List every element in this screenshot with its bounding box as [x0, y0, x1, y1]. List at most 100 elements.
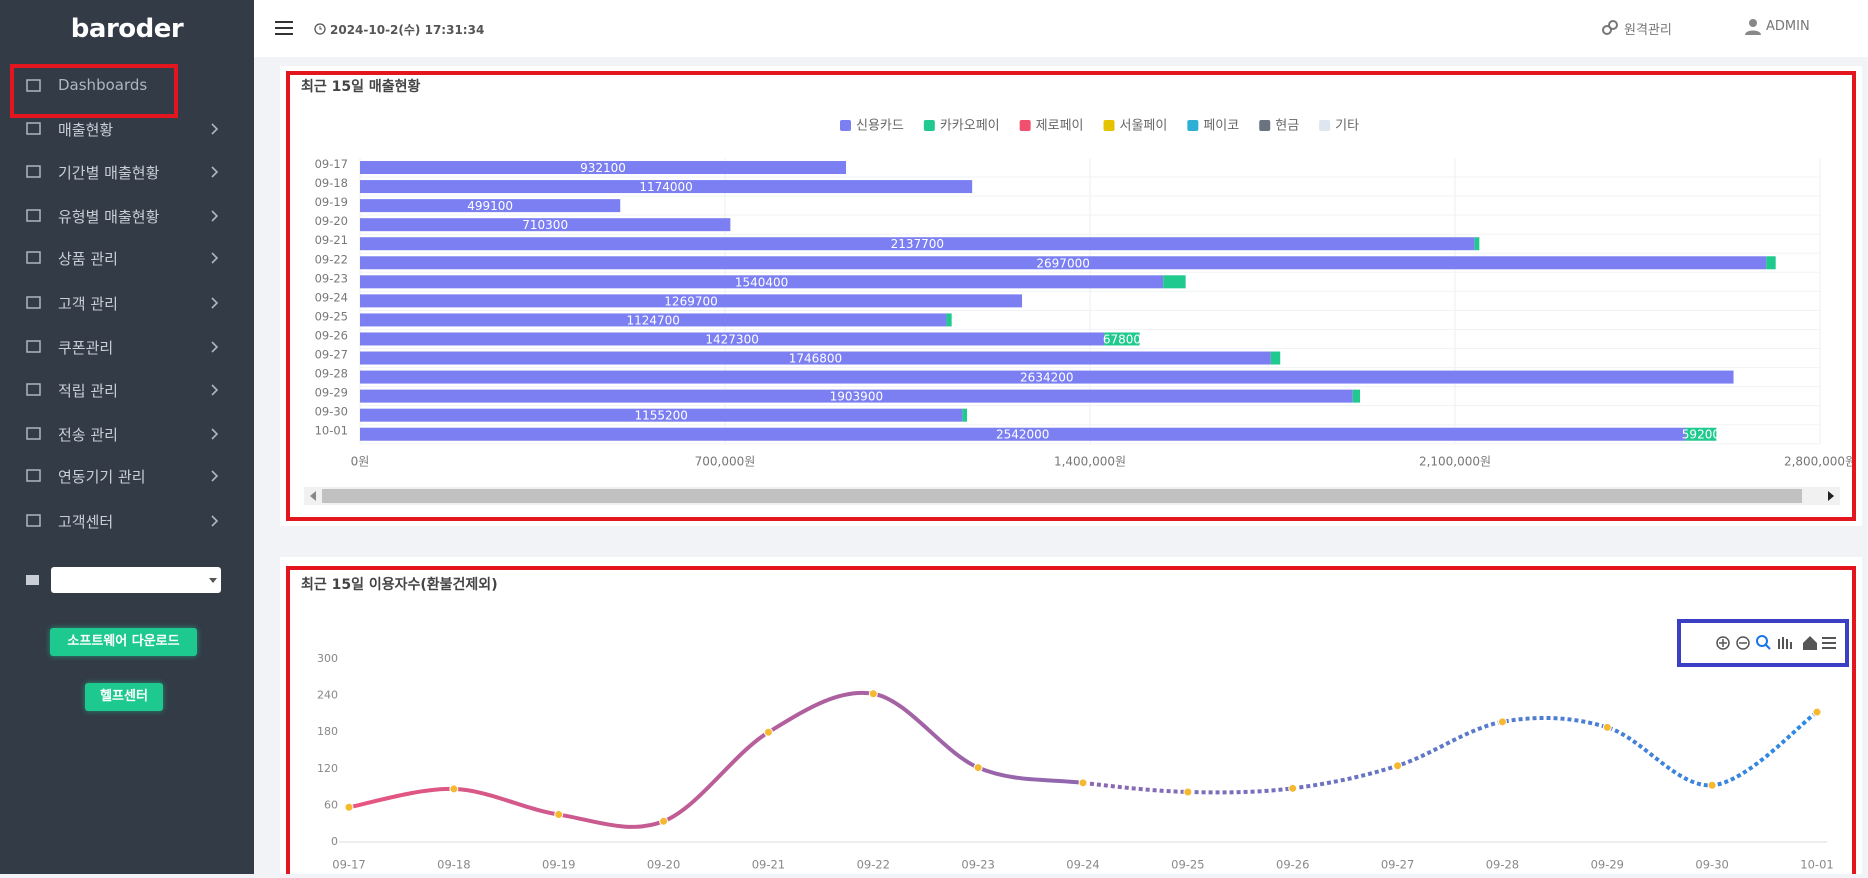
chevron — [211, 123, 219, 135]
link-icon — [1602, 20, 1618, 35]
user-menu[interactable]: ADMIN — [1766, 19, 1810, 34]
zoom-out[interactable] — [1736, 636, 1750, 650]
data-label: 1903900 — [830, 390, 883, 404]
pan[interactable] — [1778, 637, 1792, 649]
menu-item[interactable]: 쿠폰관리 — [58, 339, 114, 357]
bar-segment — [360, 370, 1734, 384]
y-tick-label: 09-19 — [315, 195, 348, 209]
marker — [344, 802, 354, 812]
bar-segment — [1352, 389, 1361, 403]
chevron — [211, 297, 219, 309]
menu-icon — [26, 340, 41, 353]
sales-card: 최근 15일 매출현황 신용카드 카카오페이 제로페이 서울페이 페이코 현금 기타 0원 700… — [280, 66, 1862, 526]
download-button[interactable]: 소프트웨어 다운로드 — [50, 628, 197, 656]
marker — [763, 727, 773, 737]
x-tick-label: 09-19 — [542, 858, 575, 872]
zoom-select[interactable] — [1756, 635, 1771, 650]
datetime: 2024-10-2(수) 17:31:34 — [330, 23, 485, 37]
marker — [1288, 783, 1298, 793]
data-label: 2542000 — [996, 428, 1049, 442]
menu-item[interactable]: 적립 관리 — [58, 382, 118, 400]
users-chart: 최근 15일 이용자수(환불건제외) 0 60 120 180 240 300 09-17 09… — [301, 576, 1834, 872]
x-tick-label: 09-26 — [1276, 858, 1309, 872]
legend-marker — [1187, 120, 1199, 131]
x-tick-label: 1,400,000원 — [1054, 455, 1126, 469]
legend-marker — [1103, 120, 1115, 131]
chevron — [211, 384, 219, 396]
line-solid — [348, 690, 1084, 829]
scroll-right — [1828, 491, 1834, 501]
x-tick-label: 0원 — [351, 455, 370, 469]
menu-item[interactable]: 고객센터 — [58, 513, 114, 531]
chevron — [211, 252, 219, 264]
bar-segment — [1474, 237, 1480, 251]
chevron — [211, 166, 219, 178]
highlight-box — [286, 566, 1856, 874]
x-tick-label: 09-23 — [961, 858, 994, 872]
x-tick-label: 09-18 — [437, 858, 470, 872]
data-label: 67800 — [1103, 332, 1141, 346]
chevron — [211, 341, 219, 353]
bar-segment — [360, 351, 1271, 365]
reset[interactable] — [1803, 636, 1817, 650]
bar-segment — [360, 237, 1475, 251]
x-tick-label: 2,800,000원 — [1784, 455, 1856, 469]
menu-item[interactable]: 상품 관리 — [58, 250, 118, 268]
menu-item[interactable]: 연동기기 관리 — [58, 468, 146, 486]
y-tick-label: 09-22 — [315, 252, 348, 266]
chart-toolbar — [1716, 635, 1836, 650]
menu-icon — [26, 165, 41, 178]
y-tick-label: 09-24 — [315, 290, 348, 304]
menu-toggle[interactable] — [274, 20, 294, 36]
data-label: 1174000 — [639, 180, 692, 194]
chevron — [211, 210, 219, 222]
y-tick-label: 09-26 — [315, 328, 348, 342]
menu-item[interactable]: 기간별 매출현황 — [58, 164, 160, 182]
x-tick-label: 09-17 — [332, 858, 365, 872]
remote-menu[interactable]: 원격관리 — [1624, 23, 1672, 38]
data-label: 710300 — [522, 218, 568, 232]
marker — [554, 810, 564, 820]
help-button[interactable]: 헬프센터 — [85, 683, 163, 711]
menu-item[interactable]: 고객 관리 — [58, 295, 118, 313]
legend-marker — [1019, 120, 1031, 131]
y-tick-label: 60 — [324, 798, 338, 811]
store-select[interactable] — [51, 567, 221, 593]
chart-title: 최근 15일 매출현황 — [301, 78, 421, 95]
data-label: 2634200 — [1020, 371, 1073, 385]
y-tick-label: 09-20 — [315, 214, 348, 228]
bar-segment — [1766, 256, 1776, 270]
y-tick-label: 09-29 — [315, 386, 348, 400]
bar-segment — [1685, 427, 1717, 441]
legend-label: 페이코 — [1203, 119, 1239, 134]
x-tick-label: 09-21 — [752, 858, 785, 872]
marker — [1707, 780, 1717, 790]
menu[interactable] — [1822, 637, 1836, 649]
legend-label: 카카오페이 — [940, 119, 1000, 134]
bar-segment — [1270, 351, 1281, 365]
y-tick-label: 09-23 — [315, 271, 348, 285]
zoom-in[interactable] — [1716, 636, 1730, 650]
x-tick-label: 09-20 — [647, 858, 680, 872]
menu-icon — [26, 251, 41, 264]
legend-label: 현금 — [1275, 119, 1299, 134]
legend-label: 제로페이 — [1036, 119, 1084, 134]
y-tick-label: 09-30 — [315, 405, 348, 419]
x-tick-label: 10-01 — [1800, 858, 1833, 872]
menu-item[interactable]: Dashboards — [58, 76, 148, 94]
menu-icon — [26, 514, 41, 527]
marker — [1183, 787, 1193, 797]
y-tick-label: 240 — [317, 689, 338, 702]
x-tick-label: 09-27 — [1381, 858, 1414, 872]
menu-item[interactable]: 매출현황 — [58, 121, 114, 139]
chevron — [211, 515, 219, 527]
menu-icon — [26, 383, 41, 396]
data-label: 1269700 — [664, 294, 717, 308]
highlight-box — [10, 64, 178, 118]
legend-label: 기타 — [1335, 119, 1359, 134]
menu-item[interactable]: 유형별 매출현황 — [58, 208, 160, 226]
menu-item[interactable]: 전송 관리 — [58, 426, 118, 444]
x-tick-label: 700,000원 — [695, 455, 756, 469]
menu-icon — [26, 209, 41, 222]
brand-logo[interactable]: baroder — [70, 14, 184, 44]
